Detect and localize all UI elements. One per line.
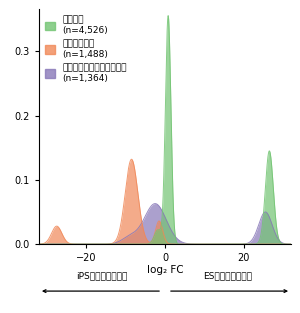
X-axis label: log₂ FC: log₂ FC: [147, 264, 183, 275]
Text: ES細胞で多く発現: ES細胞で多く発現: [203, 271, 253, 280]
Legend: 核特異的
(n=4,526), 細胞質特異的
(n=1,488), 核・細胞質どちらでも発現
(n=1,364): 核特異的 (n=4,526), 細胞質特異的 (n=1,488), 核・細胞質ど…: [44, 14, 129, 85]
Text: iPS細胞で多く発現: iPS細胞で多く発現: [76, 271, 128, 280]
